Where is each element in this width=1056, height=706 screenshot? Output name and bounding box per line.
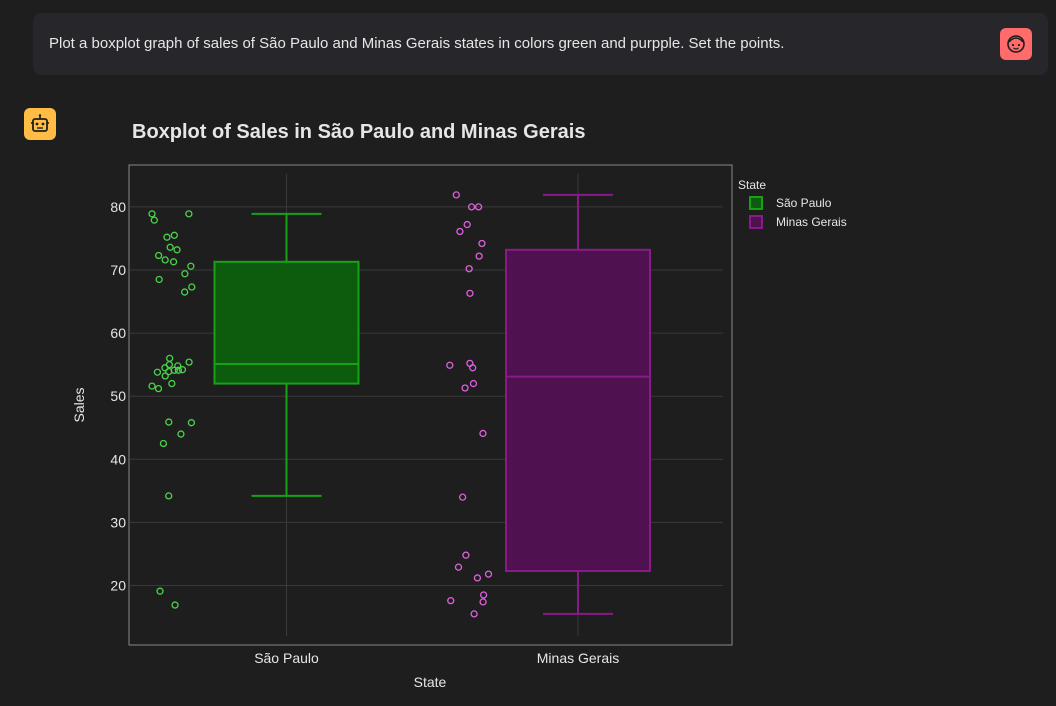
data-point [165, 492, 173, 500]
data-point [452, 191, 460, 199]
y-tick-label: 60 [110, 325, 126, 341]
data-point [156, 587, 164, 595]
data-point [187, 262, 195, 270]
legend-swatch [749, 215, 763, 229]
user-message: Plot a boxplot graph of sales of São Pau… [33, 13, 1048, 75]
data-point [161, 256, 169, 264]
data-point [163, 233, 171, 241]
data-point [148, 210, 156, 218]
y-tick-label: 40 [110, 451, 126, 467]
y-tick-label: 20 [110, 578, 126, 594]
data-point [465, 265, 473, 273]
x-tick-label: Minas Gerais [537, 650, 619, 666]
legend-entry: Minas Gerais [776, 215, 847, 229]
data-point [178, 366, 187, 374]
data-point [484, 570, 493, 578]
data-point [166, 354, 174, 362]
y-tick-label: 80 [110, 199, 126, 215]
data-point [469, 364, 477, 372]
data-point [161, 364, 169, 372]
data-point [447, 596, 455, 605]
data-point [169, 258, 178, 266]
data-point [168, 379, 176, 388]
box-iqr [505, 248, 651, 572]
user-message-text: Plot a boxplot graph of sales of São Pau… [49, 35, 785, 52]
x-tick-label: São Paulo [254, 650, 319, 666]
data-point [155, 275, 163, 284]
data-point [188, 283, 196, 291]
legend-swatch [749, 196, 763, 210]
data-point [165, 367, 173, 376]
data-point [161, 372, 169, 380]
legend-entry: São Paulo [776, 196, 832, 210]
data-point [473, 574, 482, 582]
data-point [456, 227, 464, 236]
data-point [185, 210, 193, 218]
data-point [467, 203, 476, 211]
data-point [187, 419, 196, 427]
data-point [148, 382, 156, 390]
data-point [181, 270, 189, 278]
data-point [470, 610, 478, 618]
data-point [174, 362, 182, 370]
data-point [173, 246, 181, 254]
y-axis-label: Sales [71, 387, 87, 422]
y-tick-label: 50 [110, 388, 126, 404]
y-tick-label: 70 [110, 262, 126, 278]
data-point [463, 220, 471, 229]
data-point [166, 243, 174, 251]
data-point [466, 289, 474, 297]
data-point [153, 368, 162, 376]
data-point [154, 251, 163, 260]
data-point [469, 379, 478, 388]
plot-frame [128, 164, 733, 646]
data-point [474, 203, 483, 211]
data-point [462, 551, 470, 559]
data-point [177, 430, 185, 438]
data-point [475, 252, 483, 260]
data-point [159, 439, 168, 448]
data-point [150, 216, 158, 224]
robot-icon [24, 108, 56, 140]
data-point [170, 231, 178, 239]
data-point [185, 358, 193, 366]
data-point [174, 366, 183, 374]
data-point [446, 361, 454, 369]
legend-title: State [738, 178, 766, 192]
y-tick-label: 30 [110, 514, 126, 530]
user-face-icon [1000, 28, 1032, 60]
data-point [165, 418, 173, 426]
box-iqr [213, 260, 360, 385]
data-point [458, 493, 467, 501]
data-point [479, 429, 487, 438]
data-point [479, 598, 487, 606]
data-point [180, 288, 189, 296]
data-point [478, 239, 486, 248]
data-point [479, 591, 488, 599]
chart-title: Boxplot of Sales in São Paulo and Minas … [132, 121, 586, 143]
data-point [454, 563, 463, 571]
data-point [461, 384, 469, 392]
x-axis-label: State [414, 674, 447, 690]
data-point [171, 601, 179, 609]
data-point [154, 384, 163, 393]
